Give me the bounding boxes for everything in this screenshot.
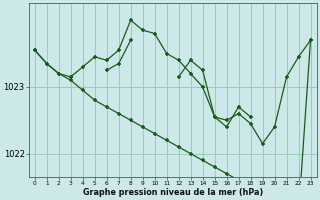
X-axis label: Graphe pression niveau de la mer (hPa): Graphe pression niveau de la mer (hPa) xyxy=(83,188,263,197)
